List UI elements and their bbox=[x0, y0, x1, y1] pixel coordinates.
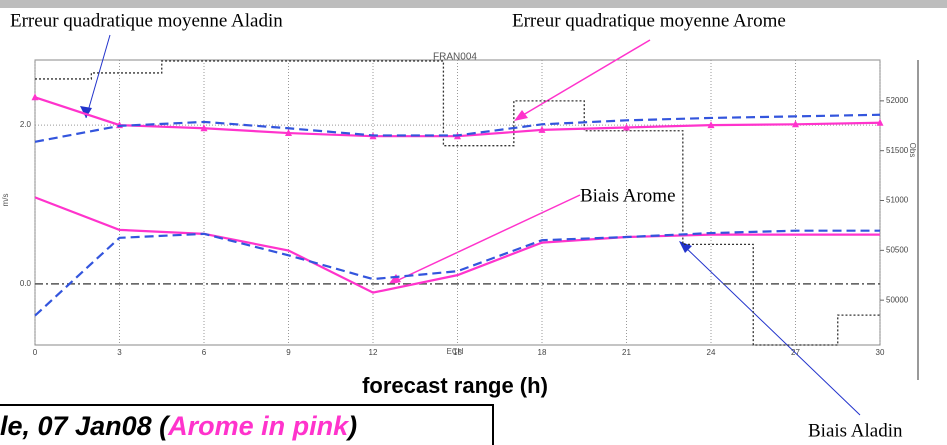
point-marker bbox=[707, 121, 715, 129]
arrow bbox=[517, 39, 651, 119]
y2-tick-label: 52000 bbox=[886, 96, 909, 105]
obs-step-line bbox=[35, 60, 880, 346]
y-tick-label: 2.0 bbox=[20, 120, 32, 129]
arrow bbox=[391, 194, 581, 284]
top-bar bbox=[0, 0, 947, 8]
caption-highlight: Arome in pink bbox=[167, 411, 350, 441]
arrowhead bbox=[679, 241, 692, 253]
annotation: Erreur quadratique moyenne Arome bbox=[512, 10, 786, 31]
caption-prefix: le, 07 Jan08 ( bbox=[0, 411, 171, 441]
arrowhead bbox=[514, 110, 528, 121]
y-tick-label: 0.0 bbox=[20, 279, 32, 288]
x-axis-name: ECH bbox=[447, 347, 464, 356]
point-marker bbox=[876, 118, 884, 126]
point-marker bbox=[200, 124, 208, 132]
x-tick-label: 9 bbox=[286, 348, 291, 357]
x-tick-label: 30 bbox=[876, 348, 885, 357]
y2-tick-label: 50000 bbox=[886, 295, 909, 304]
x-axis-label: forecast range (h) bbox=[362, 373, 548, 398]
x-tick-label: 15 bbox=[453, 348, 462, 357]
arrow bbox=[681, 243, 861, 416]
x-tick-label: 6 bbox=[202, 348, 207, 357]
caption-suffix: ) bbox=[345, 411, 357, 441]
caption-box bbox=[0, 404, 494, 445]
x-tick-label: 3 bbox=[117, 348, 122, 357]
annotation: Biais Arome bbox=[580, 185, 676, 206]
x-tick-label: 27 bbox=[791, 348, 800, 357]
point-marker bbox=[31, 93, 39, 101]
point-marker bbox=[623, 123, 630, 131]
arrowhead bbox=[388, 274, 401, 285]
series-line bbox=[34, 229, 880, 317]
x-tick-label: 18 bbox=[538, 348, 547, 357]
point-marker bbox=[792, 120, 799, 128]
point-marker bbox=[285, 129, 292, 137]
chart-title: FRAN004 bbox=[433, 52, 477, 63]
series-line bbox=[34, 113, 881, 143]
y-axis-label: m/s bbox=[1, 194, 10, 207]
x-tick-label: 24 bbox=[707, 348, 716, 357]
y2-axis-label: Obs bbox=[908, 143, 917, 158]
annotation: Erreur quadratique moyenne Aladin bbox=[10, 10, 283, 31]
y2-tick-label: 51500 bbox=[886, 146, 909, 155]
x-tick-label: 12 bbox=[369, 348, 378, 357]
y2-tick-label: 51000 bbox=[886, 196, 909, 205]
series-line bbox=[34, 196, 880, 294]
y2-tick-label: 50500 bbox=[886, 245, 909, 254]
arrows bbox=[80, 34, 861, 416]
x-tick-label: 21 bbox=[622, 348, 631, 357]
caption: le, 07 Jan08 (Arome in pink) bbox=[0, 411, 357, 441]
arrow bbox=[85, 34, 111, 119]
x-tick-label: 0 bbox=[33, 348, 38, 357]
annotation: Biais Aladin bbox=[808, 420, 903, 441]
arrowhead bbox=[80, 106, 92, 118]
point-marker bbox=[538, 125, 546, 133]
